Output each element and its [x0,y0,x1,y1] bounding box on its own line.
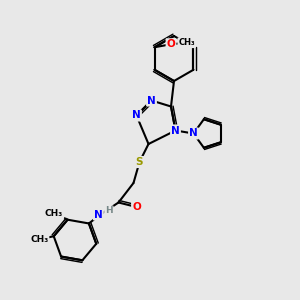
Text: CH₃: CH₃ [45,209,63,218]
Text: CH₃: CH₃ [178,38,195,47]
Text: N: N [94,209,103,220]
Text: O: O [167,39,176,49]
Text: O: O [132,202,141,212]
Text: H: H [105,206,113,215]
Text: N: N [189,128,198,139]
Text: N: N [171,125,180,136]
Text: CH₃: CH₃ [30,235,49,244]
Text: N: N [132,110,141,121]
Text: N: N [147,95,156,106]
Text: S: S [136,157,143,167]
